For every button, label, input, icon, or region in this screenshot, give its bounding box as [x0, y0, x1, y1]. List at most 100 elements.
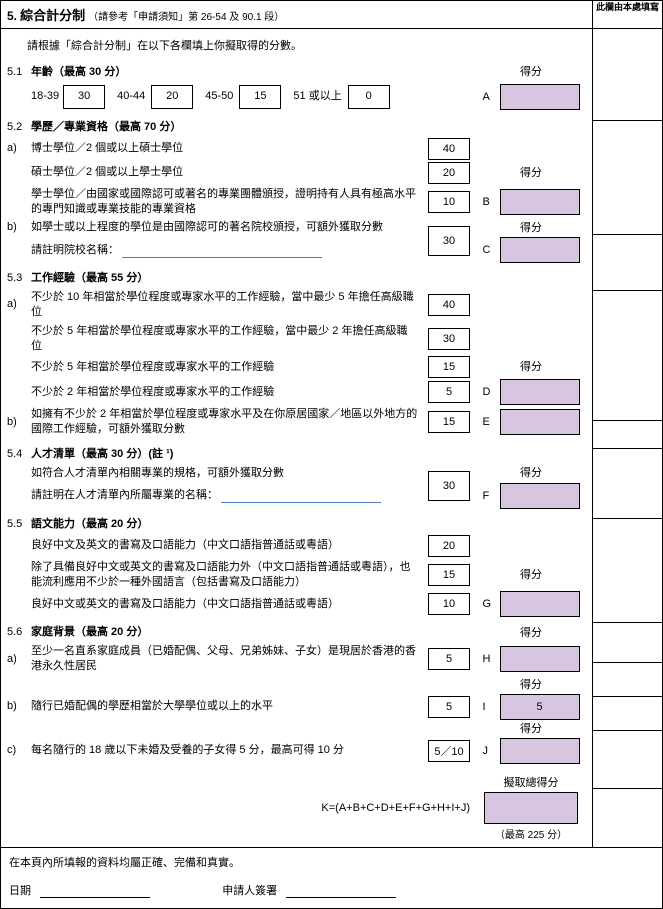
office-use-column: [592, 29, 662, 847]
sec52-num: 5.2: [7, 121, 22, 133]
s53a-pts3: 5: [428, 381, 470, 403]
letter-b: B: [482, 196, 496, 208]
sec53-num: 5.3: [7, 272, 22, 284]
letter-d: D: [482, 386, 496, 398]
s55-pts2: 10: [428, 593, 470, 615]
sec55-num: 5.5: [7, 518, 22, 530]
s54-pts: 30: [428, 471, 470, 501]
office-box-b: [593, 201, 662, 235]
age-pts-3: 0: [348, 85, 390, 109]
score-label-f: 得分: [476, 464, 586, 480]
letter-j: J: [482, 745, 496, 757]
letter-h: H: [482, 653, 496, 665]
letter-a: A: [482, 91, 496, 103]
s52b-pts: 30: [428, 226, 470, 256]
s53a-item1: 不少於 5 年相當於學位程度或專家水平的工作經驗，當中最少 2 年擔任高級職位: [31, 322, 422, 356]
score-box-total[interactable]: [484, 792, 578, 824]
sec51-num: 5.1: [7, 66, 22, 78]
score-label-a: 得分: [476, 63, 586, 79]
s55-item2: 良好中文或英文的書寫及口語能力（中文口語指普通話或粵語）: [31, 595, 422, 614]
sec54-title: 人才清單（最高 30 分）(註 ¹): [31, 445, 586, 464]
s54-text: 如符合人才清單內相關專業的規格，可額外獲取分數: [31, 464, 422, 483]
office-box-j: [593, 703, 662, 731]
s53a-pts2: 15: [428, 356, 470, 378]
letter-g: G: [482, 598, 496, 610]
age-pts-1: 20: [151, 85, 193, 109]
score-label-b: 得分: [476, 164, 586, 180]
office-box-g: [593, 595, 662, 623]
s55-pts0: 20: [428, 535, 470, 557]
office-box-e: [593, 421, 662, 449]
age-label-3: 51 或以上: [293, 89, 341, 104]
s52b-note: 請註明院校名稱：: [31, 244, 119, 256]
signature-field[interactable]: [286, 885, 396, 898]
office-box-a: [593, 87, 662, 121]
score-label-j: 得分: [476, 720, 586, 736]
score-box-b[interactable]: [500, 189, 580, 215]
s52a-item2: 學士學位／由國家或國際認可或著名的專業團體頒授，證明持有人具有極高水平的專門知識…: [31, 185, 422, 219]
score-box-c[interactable]: [500, 237, 580, 263]
age-label-0: 18-39: [31, 89, 59, 104]
date-label: 日期: [9, 885, 31, 897]
sign-label: 申請人簽署: [222, 885, 277, 897]
office-use-label: 此欄由本處填寫: [592, 1, 662, 28]
office-box-total: [593, 751, 662, 789]
section-number: 5.: [7, 9, 17, 23]
score-box-a[interactable]: [500, 84, 580, 110]
header-main: 5. 綜合計分制 （請參考「申請須知」第 26-54 及 90.1 段）: [1, 1, 592, 28]
score-label-g: 得分: [476, 566, 586, 582]
footer-declaration: 在本頁內所填報的資料均屬正確、完備和真實。 日期 申請人簽署: [1, 847, 662, 908]
letter-i: I: [482, 701, 496, 713]
score-label-h: 得分: [476, 624, 586, 640]
form-body: 請根據「綜合計分制」在以下各欄填上你擬取得的分數。 5.1 年齡（最高 30 分…: [1, 29, 592, 847]
score-box-d[interactable]: [500, 379, 580, 405]
s56a-text: 至少一名直系家庭成員（已婚配偶、父母、兄弟姊妹、子女）是現居於香港的香港永久性居…: [31, 642, 422, 676]
s56b-text: 隨行已婚配偶的學歷相當於大學學位或以上的水平: [31, 697, 422, 716]
s55-item0: 良好中文及英文的書寫及口語能力（中文口語指普通話或粵語）: [31, 536, 422, 555]
office-box-d: [593, 393, 662, 421]
s56c-text: 每名隨行的 18 歲以下未婚及受養的子女得 5 分，最高可得 10 分: [31, 741, 422, 760]
form-section-5: 5. 綜合計分制 （請參考「申請須知」第 26-54 及 90.1 段） 此欄由…: [0, 0, 663, 909]
office-box-i: [593, 669, 662, 697]
letter-e: E: [482, 416, 496, 428]
score-label-c: 得分: [476, 219, 586, 235]
talent-list-field[interactable]: [221, 489, 381, 503]
score-box-f[interactable]: [500, 483, 580, 509]
s56b-pts: 5: [428, 696, 470, 718]
declaration-text: 在本頁內所填報的資料均屬正確、完備和真實。: [9, 854, 654, 870]
letter-f: F: [482, 490, 496, 502]
school-name-field[interactable]: [122, 244, 322, 258]
s52a-pts2: 10: [428, 191, 470, 213]
total-formula: K=(A+B+C+D+E+F+G+H+I+J): [7, 802, 474, 814]
s56c-pts: 5／10: [428, 740, 470, 762]
office-box-c: [593, 263, 662, 291]
score-box-h[interactable]: [500, 646, 580, 672]
score-box-g[interactable]: [500, 591, 580, 617]
s52a-item1: 碩士學位／2 個或以上學士學位: [31, 163, 422, 182]
age-label-1: 40-44: [117, 89, 145, 104]
total-label: 擬取總得分: [476, 774, 586, 790]
total-max: （最高 225 分）: [476, 826, 586, 841]
office-box-f: [593, 491, 662, 519]
date-field[interactable]: [40, 885, 150, 898]
s56a-pts: 5: [428, 648, 470, 670]
score-box-i[interactable]: 5: [500, 694, 580, 720]
score-label-i: 得分: [476, 676, 586, 692]
s53a-item2: 不少於 5 年相當於學位程度或專家水平的工作經驗: [31, 358, 422, 377]
sec51-title: 年齡（最高 30 分）: [31, 63, 474, 82]
s55-pts1: 15: [428, 564, 470, 586]
age-pts-0: 30: [63, 85, 105, 109]
office-box-h: [593, 629, 662, 663]
sec54-num: 5.4: [7, 448, 22, 460]
score-box-e[interactable]: [500, 409, 580, 435]
sec52-title: 學歷／專業資格（最高 70 分）: [31, 118, 586, 137]
s53a-item3: 不少於 2 年相當於學位程度或專家水平的工作經驗: [31, 383, 422, 402]
s54-note: 請註明在人才清單內所屬專業的名稱：: [31, 489, 218, 501]
s53b-pts: 15: [428, 411, 470, 433]
score-box-j[interactable]: [500, 738, 580, 764]
s52a-pts0: 40: [428, 138, 470, 160]
section-note: （請參考「申請須知」第 26-54 及 90.1 段）: [88, 12, 284, 23]
sec55-title: 語文能力（最高 20 分）: [31, 515, 586, 534]
age-pts-2: 15: [239, 85, 281, 109]
instruction-text: 請根據「綜合計分制」在以下各欄填上你擬取得的分數。: [27, 37, 586, 53]
